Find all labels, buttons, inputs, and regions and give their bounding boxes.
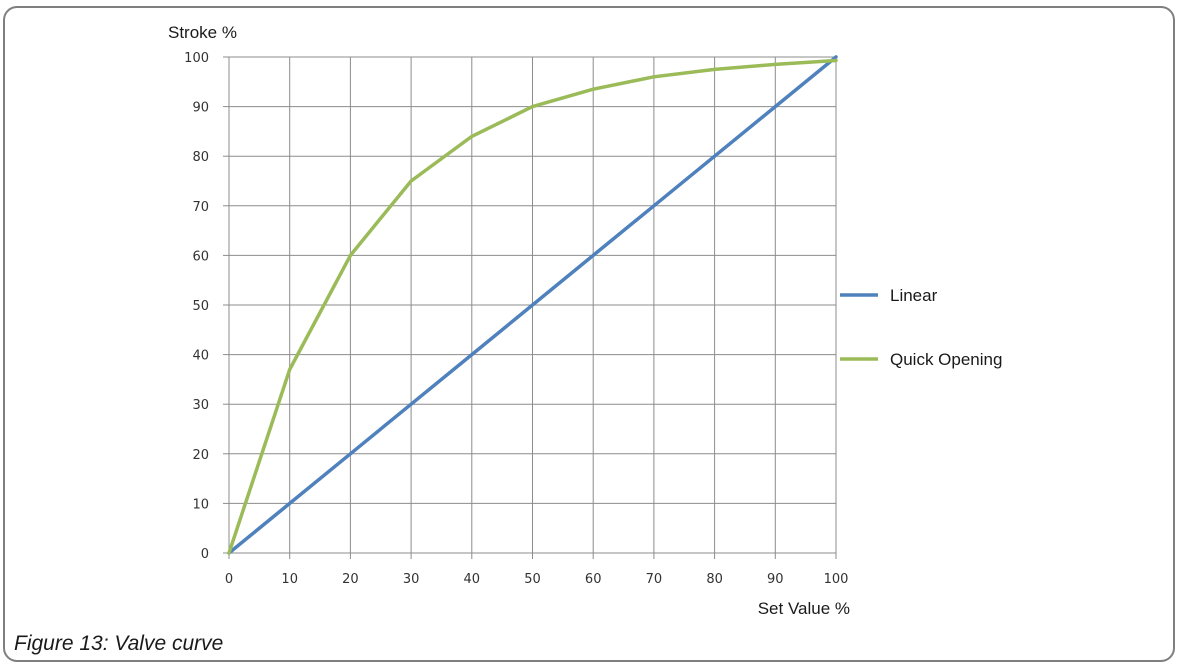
data-point <box>652 204 656 208</box>
x-tick-label: 100 <box>824 572 849 587</box>
data-point <box>591 87 595 91</box>
x-tick-label: 70 <box>646 572 663 587</box>
data-point <box>409 179 413 183</box>
x-tick-label: 40 <box>464 572 481 587</box>
figure-caption: Figure 13: Valve curve <box>14 632 224 655</box>
data-point <box>531 303 534 307</box>
y-tick-label: 100 <box>184 51 209 66</box>
x-tick-label: 0 <box>225 572 233 587</box>
data-point <box>288 501 292 505</box>
data-point <box>470 353 474 357</box>
data-point <box>348 452 352 456</box>
x-tick-label: 20 <box>342 572 359 587</box>
y-tick-label: 10 <box>192 497 209 512</box>
data-point <box>348 253 352 257</box>
legend-label: Linear <box>890 286 938 305</box>
y-tick-label: 0 <box>201 547 209 562</box>
y-tick-label: 20 <box>192 448 209 463</box>
data-point <box>409 402 413 406</box>
data-point <box>713 67 717 71</box>
y-tick-label: 60 <box>192 249 209 264</box>
y-tick-label: 70 <box>192 200 209 215</box>
chart-legend: Linear Quick Opening <box>840 286 1002 369</box>
chart-series <box>227 55 838 555</box>
legend-label: Quick Opening <box>890 350 1002 369</box>
data-point <box>713 154 717 158</box>
x-tick-label: 10 <box>281 572 298 587</box>
y-axis-title: Stroke % <box>168 23 237 42</box>
x-axis-ticks: 0 10 20 30 40 50 60 70 80 90 100 <box>225 572 849 587</box>
data-point <box>288 367 292 371</box>
data-point <box>227 551 231 555</box>
data-point <box>834 55 838 59</box>
data-point <box>773 62 777 66</box>
x-tick-label: 90 <box>767 572 784 587</box>
y-tick-label: 90 <box>192 101 209 116</box>
x-tick-label: 80 <box>706 572 723 587</box>
x-tick-label: 50 <box>524 572 541 587</box>
data-point <box>834 58 838 62</box>
x-tick-label: 60 <box>585 572 602 587</box>
y-tick-label: 40 <box>192 349 209 364</box>
y-axis-ticks: 0 10 20 30 40 50 60 70 80 90 100 <box>184 51 209 562</box>
data-point <box>531 105 534 109</box>
data-point <box>773 105 777 109</box>
x-axis-title: Set Value % <box>758 599 850 618</box>
data-point <box>470 134 474 138</box>
data-point <box>652 75 656 79</box>
x-tick-label: 30 <box>403 572 420 587</box>
y-tick-label: 80 <box>192 150 209 165</box>
y-tick-label: 30 <box>192 398 209 413</box>
y-tick-label: 50 <box>192 299 209 314</box>
data-point <box>591 253 595 257</box>
